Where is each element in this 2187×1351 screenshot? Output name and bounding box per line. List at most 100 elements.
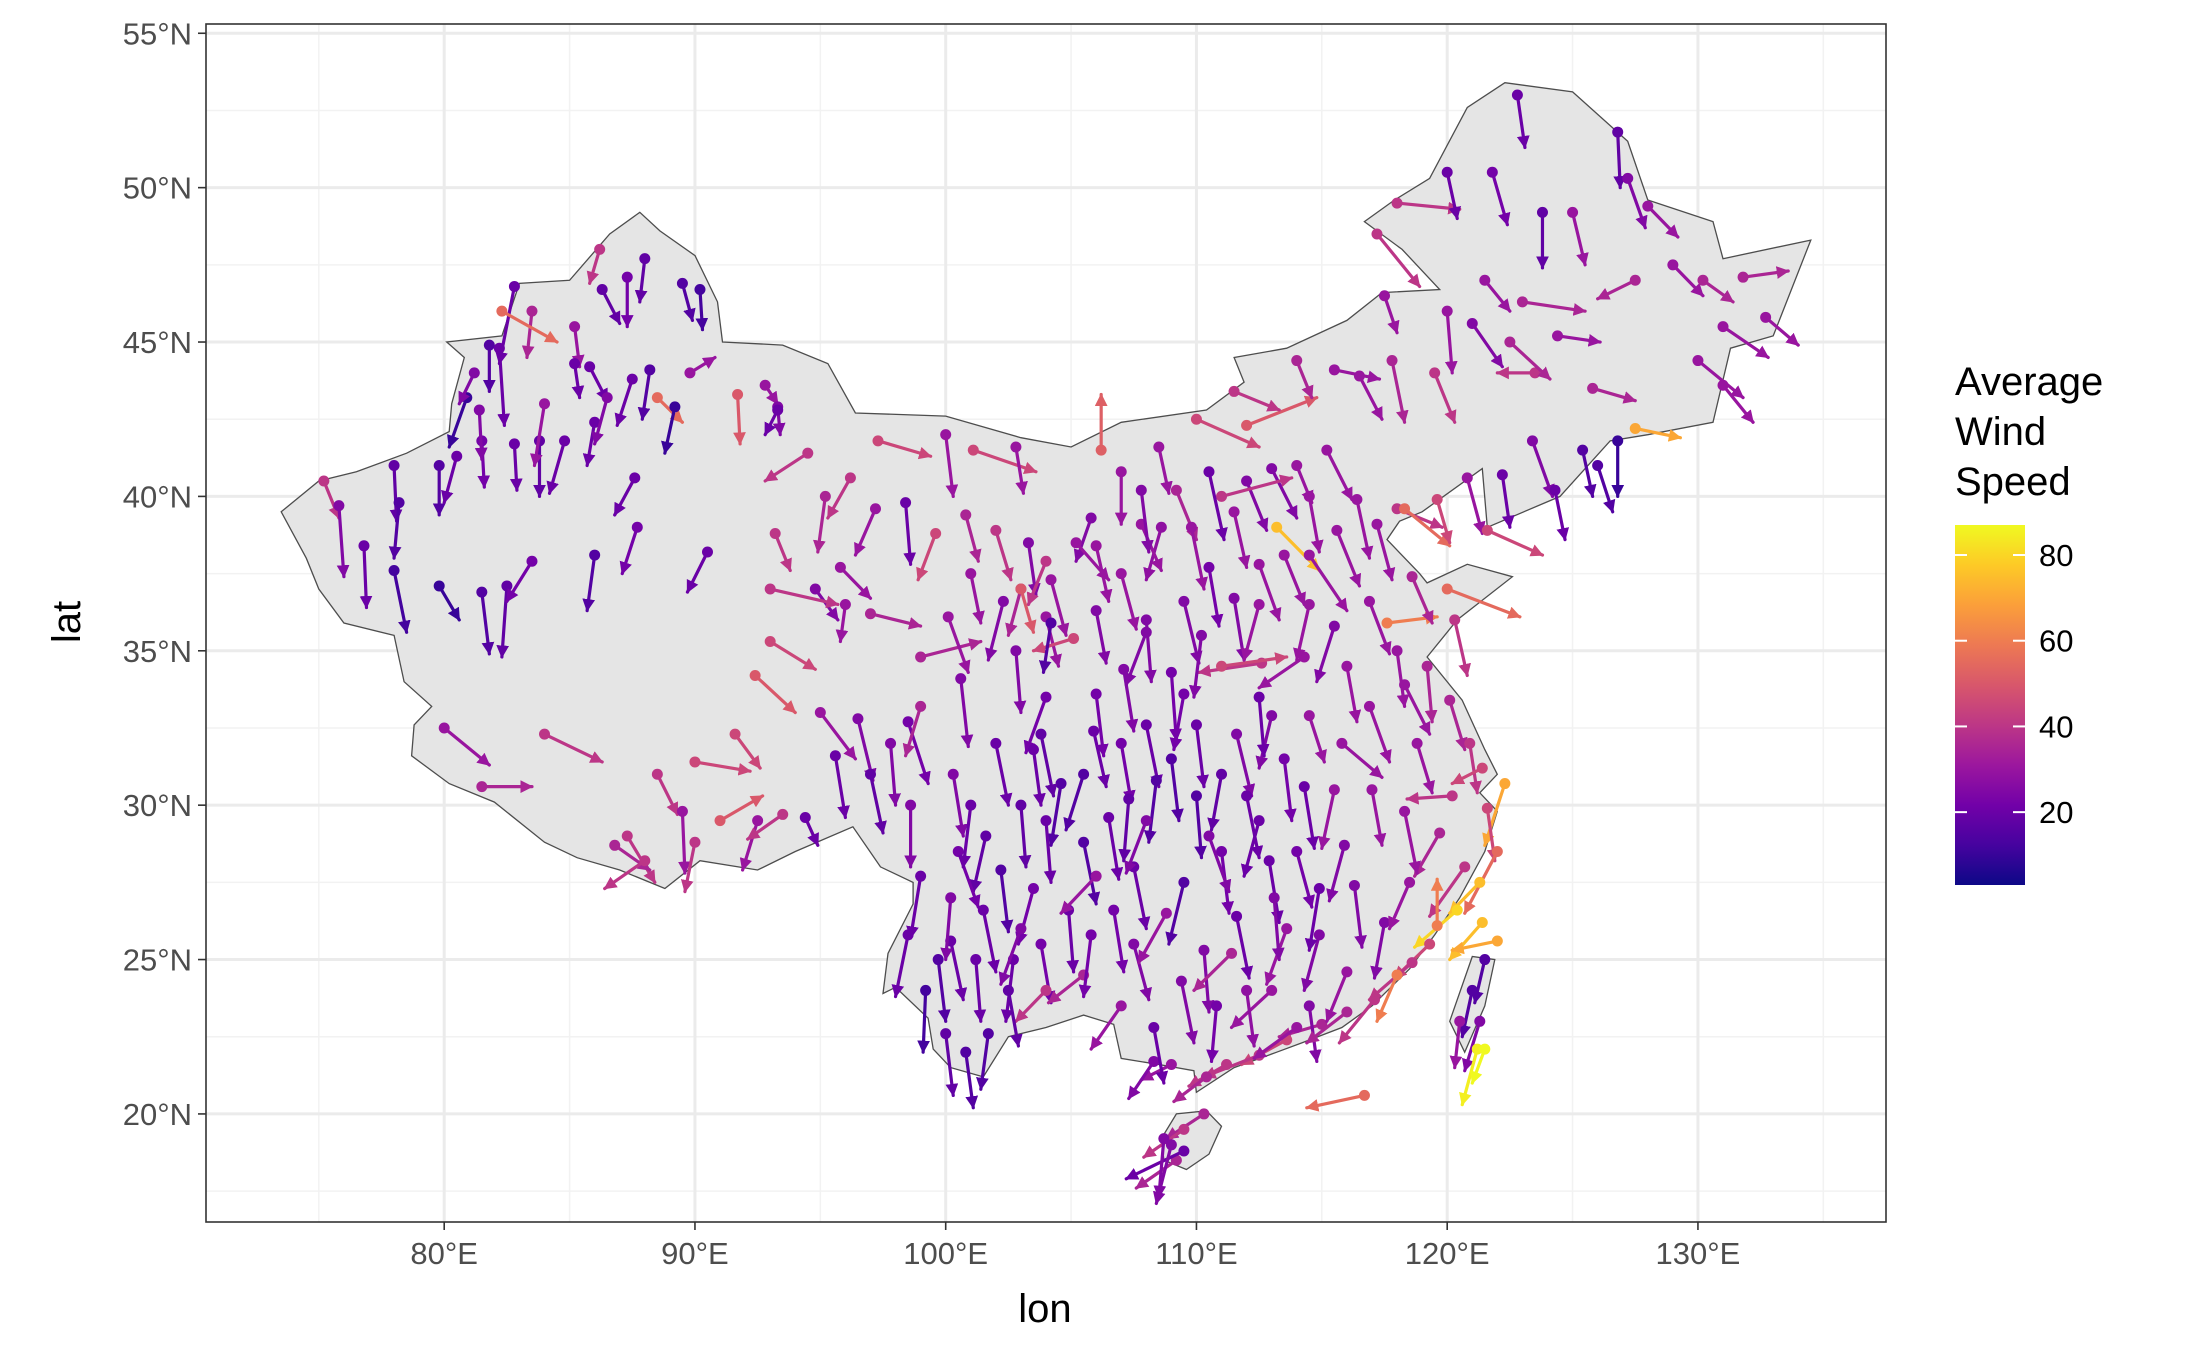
wind-vector-arrow xyxy=(994,741,1013,807)
wind-vector-origin xyxy=(952,845,964,857)
wind-vector xyxy=(1353,370,1384,421)
wind-vector-origin xyxy=(902,716,914,728)
wind-vector-origin xyxy=(584,361,596,373)
wind-vector-origin xyxy=(1371,228,1383,240)
wind-vector-origin xyxy=(1363,595,1375,607)
wind-vector xyxy=(829,750,850,820)
wind-vector-origin xyxy=(1481,802,1493,814)
wind-vector-arrow xyxy=(1207,772,1224,832)
wind-vector xyxy=(799,812,820,847)
wind-vector xyxy=(1326,839,1350,903)
wind-vector xyxy=(1127,1055,1160,1101)
wind-vector-arrow xyxy=(571,324,585,369)
wind-vector xyxy=(960,509,982,563)
wind-vector-origin xyxy=(1010,645,1022,657)
wind-vector-origin xyxy=(1123,793,1135,805)
wind-vector-arrow xyxy=(1335,528,1362,588)
wind-vector xyxy=(955,673,974,749)
wind-vector-origin xyxy=(1228,592,1240,604)
wind-vector-arrow xyxy=(969,571,985,625)
wind-vector-origin xyxy=(1737,271,1749,283)
wind-vector-origin xyxy=(1090,540,1102,552)
wind-vector-origin xyxy=(1491,935,1503,947)
wind-vector-arrow xyxy=(1006,988,1023,1048)
wind-vector-origin xyxy=(1697,274,1709,286)
wind-vector-origin xyxy=(1185,521,1197,533)
wind-vector xyxy=(388,497,405,560)
wind-vector-origin xyxy=(601,392,613,404)
wind-vector xyxy=(613,472,641,517)
wind-vector xyxy=(1128,938,1152,1002)
wind-vector-arrow xyxy=(1014,445,1028,495)
wind-vector-arrow xyxy=(903,500,917,566)
wind-vector-origin xyxy=(759,379,771,391)
wind-vector-origin xyxy=(1511,89,1523,101)
wind-vector-arrow xyxy=(1038,621,1053,675)
wind-vector-arrow xyxy=(1267,859,1284,925)
x-tick-label: 80°E xyxy=(410,1236,478,1271)
wind-vector xyxy=(482,339,496,394)
wind-vector xyxy=(1351,493,1374,560)
wind-vector-origin xyxy=(1612,126,1624,138)
wind-vector-origin xyxy=(1178,1123,1190,1135)
wind-vector-origin xyxy=(1263,855,1275,867)
wind-vector-origin xyxy=(1431,493,1443,505)
wind-vector-origin xyxy=(829,750,841,762)
wind-vector xyxy=(591,392,613,446)
wind-vector-origin xyxy=(982,1028,994,1040)
wind-vector-origin xyxy=(594,243,606,255)
wind-vector xyxy=(1428,861,1471,918)
wind-vector-arrow xyxy=(1445,170,1462,221)
wind-vector-origin xyxy=(1328,784,1340,796)
wind-vector-origin xyxy=(1085,512,1097,524)
wind-vector xyxy=(1088,725,1110,789)
wind-vector xyxy=(1305,1006,1353,1045)
wind-vector-arrow xyxy=(826,476,853,520)
wind-vector-arrow xyxy=(1382,294,1400,335)
wind-vector xyxy=(1516,296,1587,316)
wind-vector-arrow xyxy=(973,957,987,1023)
wind-vector xyxy=(1023,691,1052,755)
wind-vector xyxy=(967,444,1038,475)
wind-vector xyxy=(1421,660,1438,724)
wind-vector xyxy=(891,929,914,999)
wind-vector-origin xyxy=(676,277,688,289)
wind-vector xyxy=(1642,200,1680,239)
wind-vector-arrow xyxy=(571,362,585,400)
wind-vector-origin xyxy=(1010,441,1022,453)
wind-vector-arrow xyxy=(1304,886,1321,952)
wind-vector xyxy=(1038,617,1057,675)
wind-vector xyxy=(1178,595,1203,665)
wind-vector xyxy=(940,1028,959,1098)
wind-vector-arrow xyxy=(1232,510,1251,570)
legend-tick-label: 20 xyxy=(2039,795,2073,830)
wind-vector-arrow xyxy=(1326,843,1346,903)
wind-vector xyxy=(1303,490,1324,554)
wind-vector-origin xyxy=(1228,385,1240,397)
wind-vector-origin xyxy=(1078,836,1090,848)
wind-vector-arrow xyxy=(1580,448,1597,499)
wind-vector-arrow xyxy=(1428,865,1467,918)
wind-vector xyxy=(864,768,887,835)
wind-vector-origin xyxy=(1140,614,1152,626)
wind-vector-arrow xyxy=(1444,309,1458,375)
wind-vector-arrow xyxy=(1367,704,1392,764)
wind-vector-arrow xyxy=(763,451,810,483)
wind-vector-arrow xyxy=(1282,757,1297,823)
wind-vector-arrow xyxy=(1005,587,1023,637)
wind-vector-arrow xyxy=(917,988,930,1054)
wind-vector-arrow xyxy=(951,772,968,838)
wind-vector xyxy=(1629,422,1682,442)
wind-vector-origin xyxy=(1140,719,1152,731)
wind-vector-arrow xyxy=(1169,757,1184,823)
wind-vector-arrow xyxy=(1124,819,1148,875)
wind-vector-origin xyxy=(1135,484,1147,496)
wind-vector-origin xyxy=(769,527,781,539)
wind-vector xyxy=(1337,994,1380,1045)
y-tick-label: 55°N xyxy=(123,16,192,51)
wind-vector-origin xyxy=(749,669,761,681)
wind-vector-arrow xyxy=(1375,522,1396,582)
wind-vector xyxy=(1073,512,1097,563)
wind-vector xyxy=(1231,728,1256,798)
wind-vector-arrow xyxy=(1352,883,1367,949)
